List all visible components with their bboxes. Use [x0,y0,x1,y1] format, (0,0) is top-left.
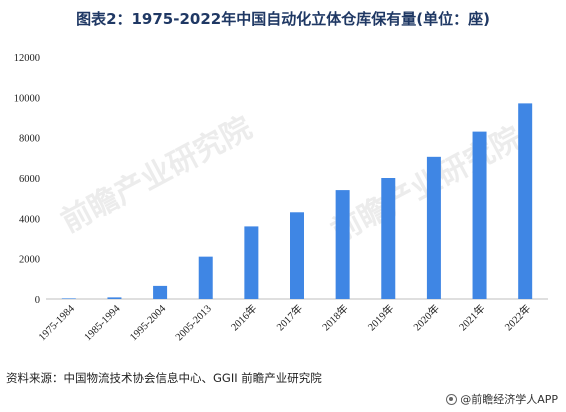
bars [61,103,533,299]
y-tick-label: 12000 [14,53,40,64]
x-tick-label: 2020年 [411,302,442,333]
bar [381,178,396,299]
qianzhan-logo-icon [446,393,458,405]
x-tick-label: 1995-2004 [128,303,168,343]
bar [153,285,168,299]
bar [107,297,122,299]
y-tick-label: 4000 [19,214,40,225]
chart-title: 图表2：1975-2022年中国自动化立体仓库保有量(单位：座) [76,10,490,28]
x-axis: 1975-1984 1985-1994 1995-2004 2005-2013 2016… [37,298,548,343]
bar [518,103,533,299]
x-tick-label: 2017年 [274,302,305,333]
y-tick-label: 10000 [14,93,40,104]
x-tick-label: 2022年 [502,302,533,333]
x-tick-label: 2018年 [319,302,350,333]
footer-text: @前瞻经济学人APP [460,393,558,406]
x-tick-label: 2016年 [228,302,259,333]
x-tick-label: 2021年 [456,302,487,333]
bar [290,212,304,299]
y-axis: 0 2000 4000 6000 8000 10000 12000 [14,53,40,306]
y-tick-label: 8000 [19,134,40,145]
x-tick-label: 2019年 [365,302,396,333]
y-tick-label: 6000 [19,174,40,185]
x-tick-label: 2005-2013 [174,303,214,343]
bar [198,256,213,299]
y-tick-label: 2000 [19,255,40,266]
bar-chart: 0 2000 4000 6000 8000 10000 12000 1975-1984 198… [14,53,548,343]
bar [472,131,487,299]
x-tick-label: 1975-1984 [37,303,77,343]
y-tick-label: 0 [35,295,40,306]
bar [426,156,441,299]
footer: @前瞻经济学人APP [446,391,558,407]
source-note: 资料来源：中国物流技术协会信息中心、GGII 前瞻产业研究院 [6,371,322,385]
bar [335,190,350,299]
x-tick-label: 1985-1994 [83,303,123,343]
bar [61,298,76,299]
bar [244,226,259,299]
